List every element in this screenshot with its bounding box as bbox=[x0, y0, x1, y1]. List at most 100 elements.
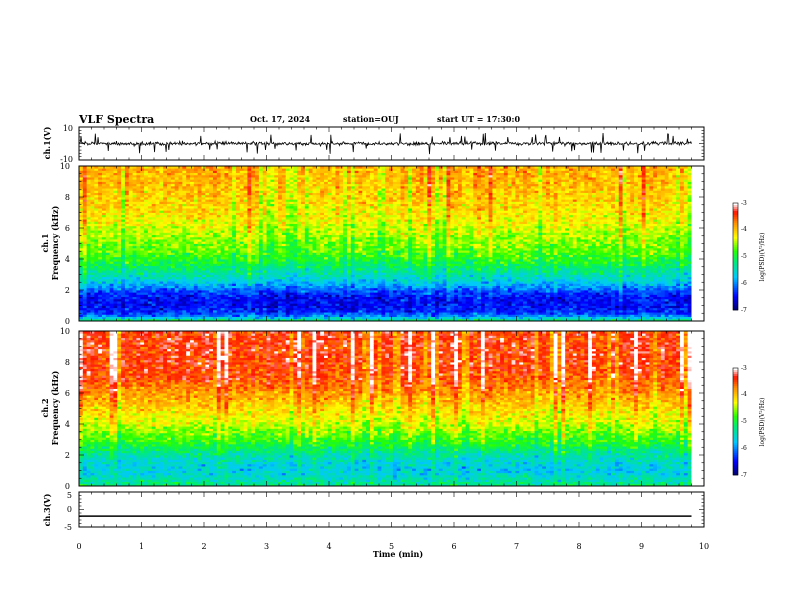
spectrogram-cell bbox=[151, 272, 156, 275]
spectrogram-cell bbox=[174, 247, 179, 251]
spectrogram-cell bbox=[174, 312, 179, 315]
spectrogram-cell bbox=[98, 239, 103, 242]
spectrogram-cell bbox=[270, 225, 275, 229]
spectrogram-cell bbox=[320, 305, 325, 309]
spectrogram-cell bbox=[258, 208, 264, 211]
spectrogram-cell bbox=[98, 272, 103, 275]
spectrogram-cell bbox=[197, 272, 202, 275]
spectrogram-cell bbox=[258, 241, 264, 244]
spectrogram-cell bbox=[197, 185, 202, 189]
spectrogram-cell bbox=[86, 281, 91, 284]
spectrogram-cell bbox=[151, 221, 156, 224]
spectrogram-cell bbox=[197, 216, 202, 220]
spectrogram-cell bbox=[289, 252, 294, 255]
spectrogram-cell bbox=[270, 223, 275, 227]
spectrogram-cell bbox=[281, 172, 287, 176]
spectrogram-cell bbox=[136, 236, 141, 240]
spectrogram-cell bbox=[86, 192, 91, 196]
spectrogram-cell bbox=[86, 212, 91, 216]
spectrogram-cell bbox=[147, 272, 153, 275]
spectrogram-cell bbox=[212, 172, 218, 176]
spectrogram-cell bbox=[178, 223, 183, 227]
spectrogram-cell bbox=[201, 267, 206, 271]
spectrogram-cell bbox=[266, 267, 271, 271]
spectrogram-cell bbox=[331, 296, 336, 300]
spectrogram-cell bbox=[312, 283, 317, 286]
spectrogram-cell bbox=[182, 212, 187, 216]
spectrogram-cell bbox=[224, 219, 229, 222]
spectrogram-cell bbox=[132, 301, 137, 304]
spectrogram-cell bbox=[140, 298, 145, 302]
spectrogram-cell bbox=[270, 298, 275, 302]
spectrogram-cell bbox=[243, 272, 248, 275]
spectrogram-cell bbox=[82, 270, 88, 273]
spectrogram-cell bbox=[228, 287, 233, 291]
spectrogram-cell bbox=[163, 276, 168, 280]
spectrogram-cell bbox=[251, 261, 256, 264]
spectrogram-cell bbox=[297, 212, 302, 216]
spectrogram-cell bbox=[293, 170, 298, 174]
spectrogram-cell bbox=[197, 267, 202, 271]
spectrogram-cell bbox=[190, 194, 195, 198]
spectrogram-cell bbox=[193, 265, 199, 269]
spectrogram-cell bbox=[293, 270, 298, 273]
spectrogram-cell bbox=[224, 307, 229, 311]
spectrogram-cell bbox=[266, 201, 271, 205]
spectrogram-cell bbox=[312, 239, 317, 242]
spectrogram-cell bbox=[278, 276, 283, 280]
spectrogram-cell bbox=[209, 181, 214, 185]
spectrogram-cell bbox=[140, 183, 145, 187]
spectrogram-cell bbox=[167, 241, 172, 244]
spectrogram-cell bbox=[159, 190, 164, 193]
spectrogram-cell bbox=[297, 194, 302, 198]
spectrogram-cell bbox=[228, 256, 233, 260]
spectrogram-cell bbox=[140, 256, 145, 260]
spectrogram-cell bbox=[178, 216, 183, 220]
spectrogram-cell bbox=[293, 199, 298, 202]
spectrogram-cell bbox=[140, 305, 145, 309]
spectrogram-cell bbox=[94, 274, 99, 278]
spectrogram-cell bbox=[105, 292, 111, 295]
spectrogram-cell bbox=[232, 197, 237, 200]
spectrogram-cell bbox=[113, 294, 118, 298]
spectrogram-cell bbox=[293, 192, 298, 196]
spectrogram-cell bbox=[132, 245, 137, 249]
spectrogram-cell bbox=[117, 216, 122, 220]
spectrogram-cell bbox=[151, 292, 156, 295]
spectrogram-cell bbox=[301, 254, 306, 258]
spectrogram-cell bbox=[312, 179, 317, 182]
spectrogram-cell bbox=[262, 243, 267, 247]
spectrogram-cell bbox=[128, 290, 133, 293]
spectrogram-cell bbox=[113, 243, 118, 247]
spectrogram-cell bbox=[216, 307, 222, 311]
spectrogram-cell bbox=[308, 219, 313, 222]
spectrogram-cell bbox=[289, 301, 294, 304]
spectrogram-cell bbox=[224, 212, 229, 216]
spectrogram-cell bbox=[258, 252, 264, 255]
spectrogram-cell bbox=[209, 183, 214, 187]
spectrogram-cell bbox=[128, 223, 133, 227]
spectrogram-cell bbox=[243, 296, 248, 300]
spectrogram-cell bbox=[216, 267, 222, 271]
spectrogram-cell bbox=[278, 283, 283, 286]
spectrogram-cell bbox=[212, 183, 218, 187]
spectrogram-cell bbox=[197, 250, 202, 253]
spectrogram-cell bbox=[316, 265, 321, 269]
spectrogram-cell bbox=[113, 256, 118, 260]
spectrogram-cell bbox=[339, 199, 344, 202]
spectrogram-cell bbox=[316, 221, 321, 224]
spectrogram-cell bbox=[155, 228, 160, 231]
spectrogram-cell bbox=[124, 210, 130, 213]
spectrogram-cell bbox=[278, 223, 283, 227]
spectrogram-cell bbox=[293, 214, 298, 218]
spectrogram-cell bbox=[201, 309, 206, 313]
spectrogram-cell bbox=[331, 256, 336, 260]
spectrogram-cell bbox=[274, 307, 279, 311]
spectrogram-cell bbox=[186, 199, 191, 202]
spectrogram-cell bbox=[255, 203, 260, 207]
spectrogram-cell bbox=[289, 281, 294, 284]
spectrogram-cell bbox=[113, 185, 118, 189]
spectrogram-cell bbox=[190, 292, 195, 295]
spectrogram-cell bbox=[163, 170, 168, 174]
spectrogram-cell bbox=[327, 197, 333, 200]
